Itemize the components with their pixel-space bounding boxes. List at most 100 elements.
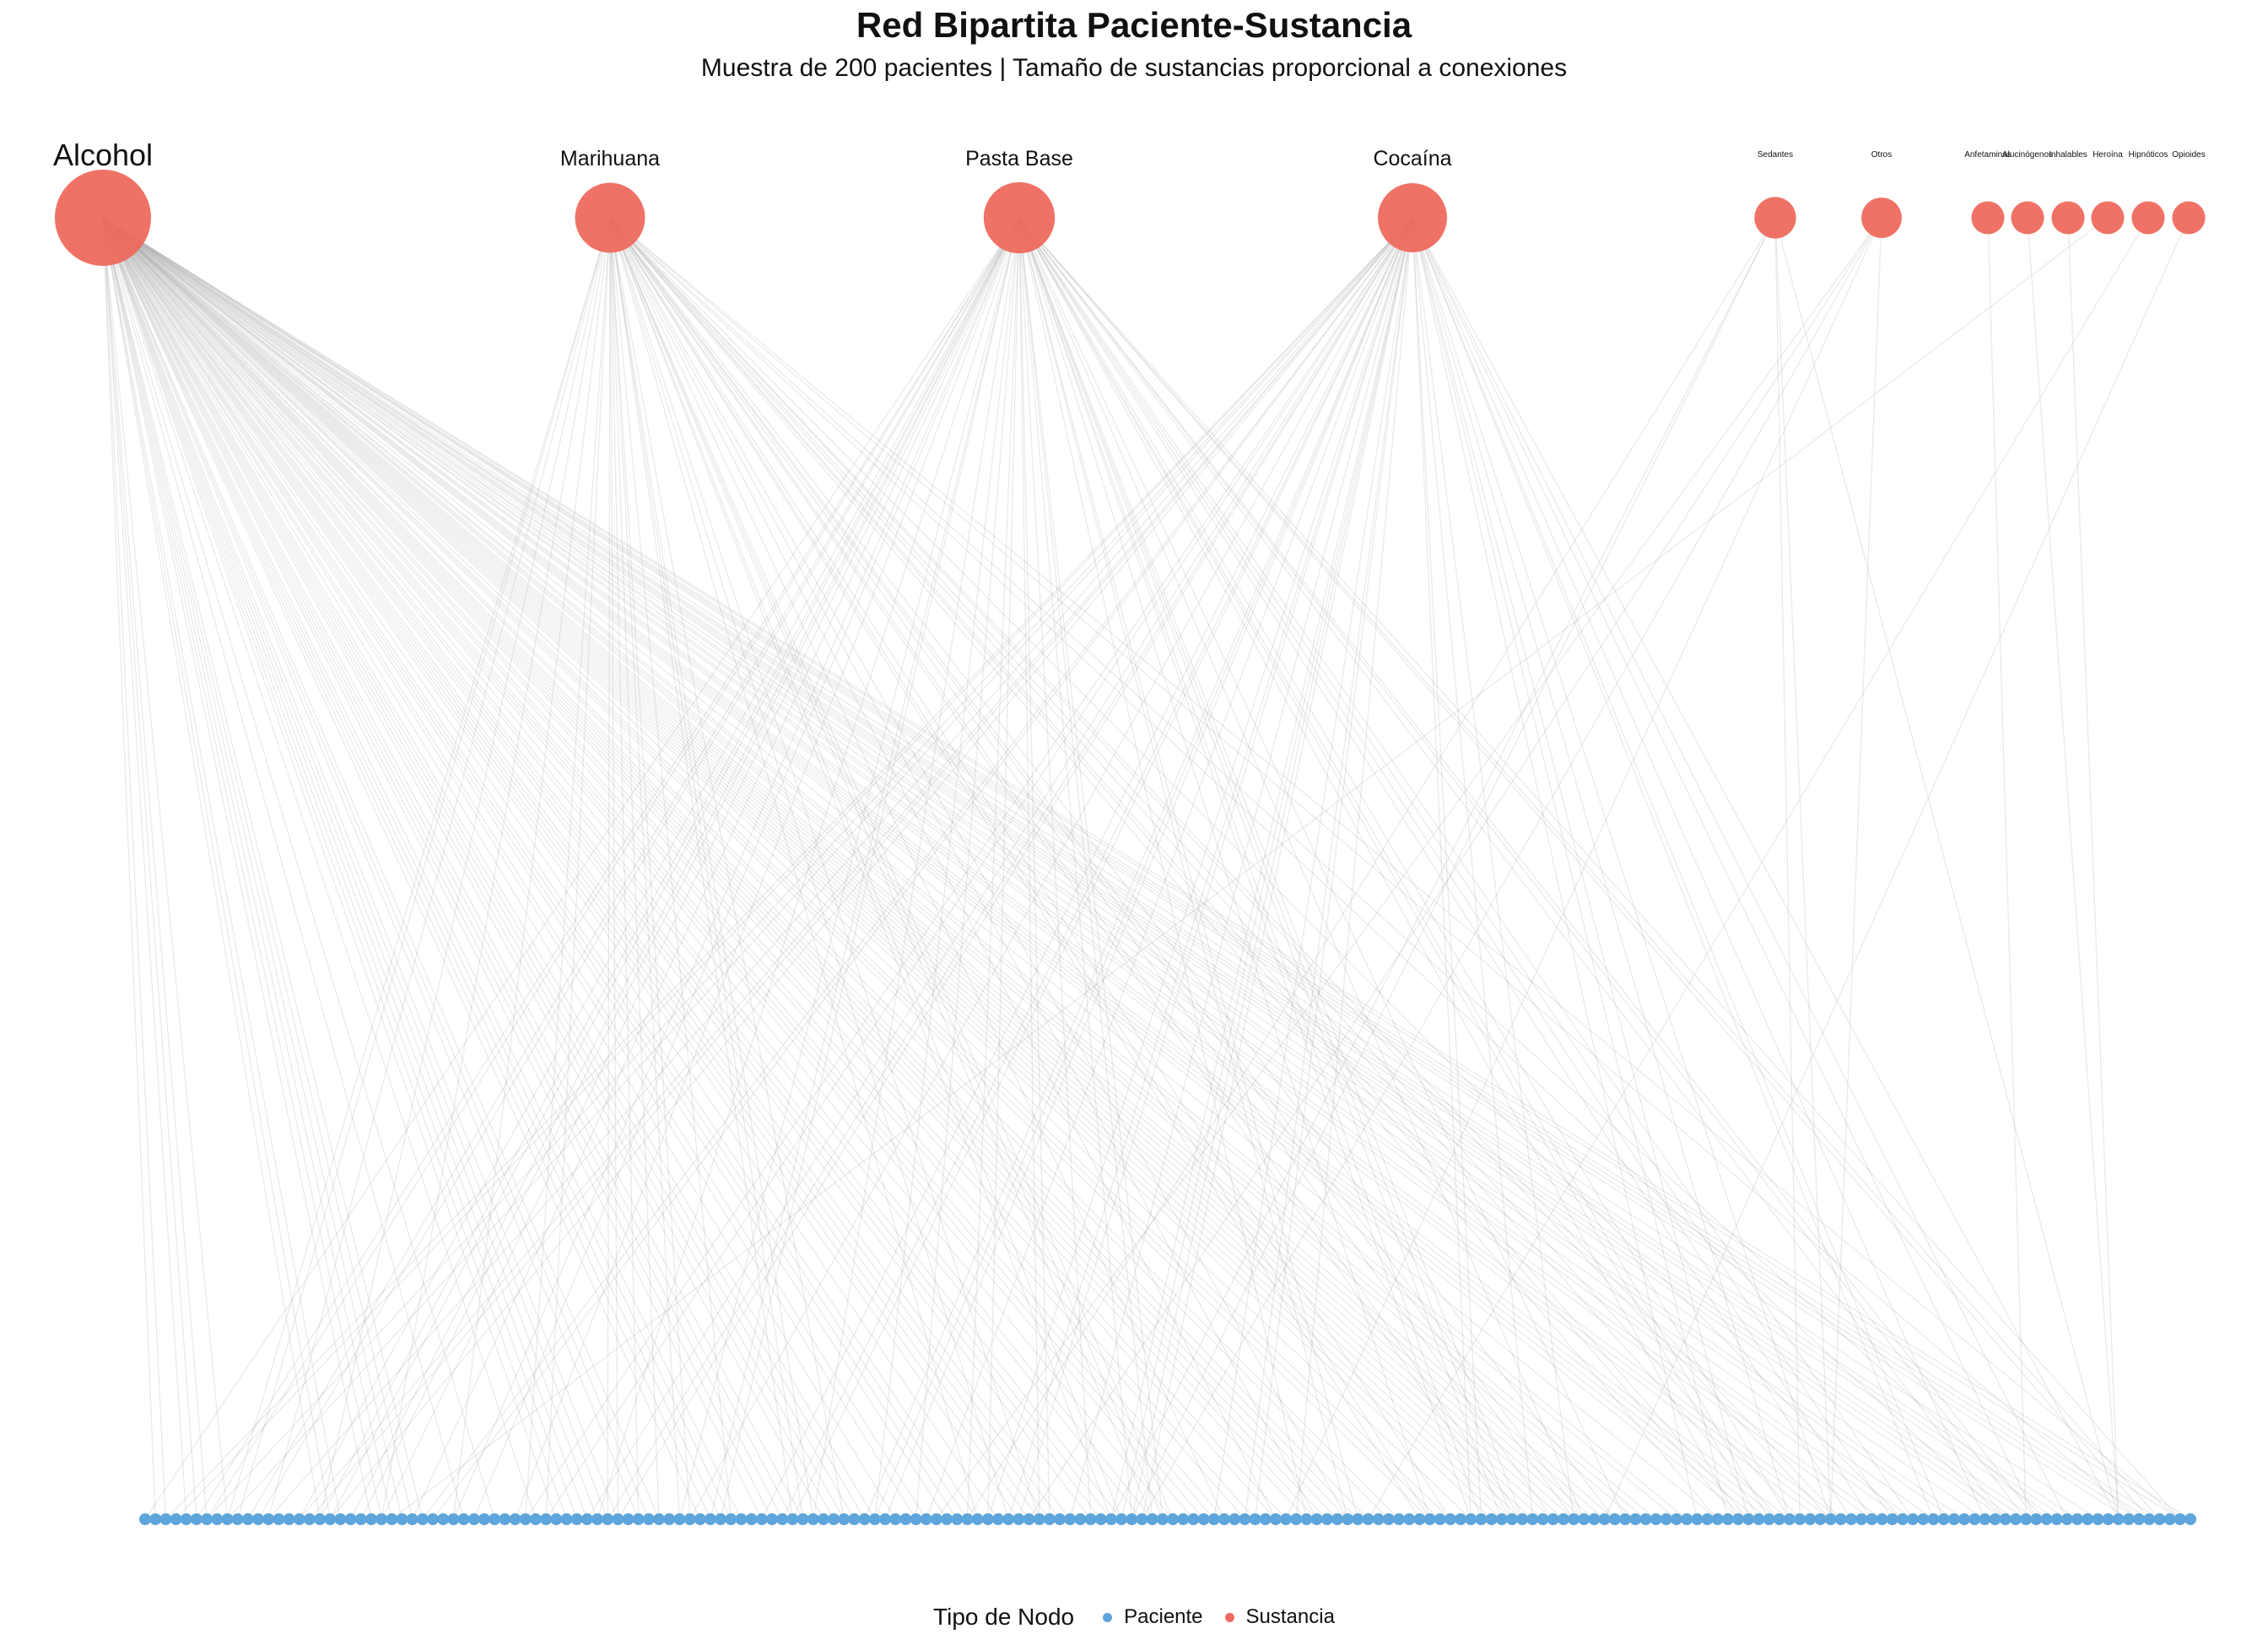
edge-alcohol: [102, 217, 1769, 1520]
edge-alcohol: [102, 217, 1431, 1520]
edge-alcohol: [102, 217, 1472, 1520]
patient-node: [2082, 1513, 2094, 1525]
edge-alcohol: [102, 217, 1092, 1520]
edge-pasta-base: [1018, 217, 1523, 1520]
edge-alcohol: [102, 217, 2098, 1520]
patient-node: [1197, 1513, 1210, 1525]
patient-node: [1043, 1513, 1056, 1525]
substance-node-sedantes: [1754, 197, 1796, 239]
edge-alcohol: [102, 217, 1564, 1520]
edge-pasta-base: [1018, 217, 1585, 1520]
edge-cocaína: [874, 217, 1413, 1520]
edge-alcohol: [102, 217, 1493, 1520]
patient-node: [273, 1513, 285, 1525]
patient-node: [1423, 1513, 1436, 1525]
patient-node: [489, 1513, 501, 1525]
patient-node: [190, 1513, 202, 1525]
patient-node: [262, 1513, 275, 1525]
patient-node: [1701, 1513, 1714, 1525]
patient-node: [2143, 1513, 2156, 1525]
patient-node: [2112, 1513, 2125, 1525]
patient-node: [1557, 1513, 1569, 1525]
edge-marihuana: [609, 217, 660, 1520]
patient-node: [344, 1513, 357, 1525]
patient-node: [2030, 1513, 2043, 1525]
patient-node: [755, 1513, 768, 1525]
edge-alcohol: [102, 217, 1174, 1520]
edge-alcohol: [102, 217, 1287, 1520]
edge-alcohol: [102, 217, 1677, 1520]
patient-node: [1362, 1513, 1374, 1525]
edge-pasta-base: [1018, 217, 1626, 1520]
edge-alcohol: [102, 217, 557, 1520]
edge-alcohol: [102, 217, 1040, 1520]
edge-alcohol: [102, 217, 1544, 1520]
edge-pasta-base: [678, 217, 1020, 1520]
patient-node: [1568, 1513, 1580, 1525]
edge-marihuana: [609, 217, 1009, 1520]
patient-node: [602, 1513, 614, 1525]
patient-node: [1876, 1513, 1888, 1525]
edge-cocaína: [545, 217, 1413, 1520]
patient-node: [786, 1513, 799, 1525]
patient-node: [293, 1513, 305, 1525]
edge-alcohol: [102, 217, 1882, 1520]
edge-pasta-base: [1018, 217, 1893, 1520]
edge-alcohol: [102, 217, 1348, 1520]
edge-alcohol: [102, 217, 856, 1520]
patient-node: [447, 1513, 460, 1525]
patient-node: [2122, 1513, 2135, 1525]
patient-node: [1249, 1513, 1261, 1525]
edge-cocaína: [1412, 217, 1985, 1520]
edge-cocaína: [206, 217, 1413, 1520]
edge-alcohol: [102, 217, 2181, 1520]
edge-cocaína: [525, 217, 1413, 1520]
edge-hipnóticos: [1367, 217, 2149, 1520]
edge-alcohol: [102, 217, 2150, 1520]
edge-opioides: [1604, 217, 2190, 1520]
edge-cocaína: [1018, 217, 1413, 1520]
edge-sedantes: [1774, 217, 2120, 1520]
edge-alcohol: [102, 217, 321, 1520]
patient-node: [2163, 1513, 2176, 1525]
patient-node: [1239, 1513, 1251, 1525]
edge-marihuana: [609, 217, 1780, 1520]
edge-pasta-base: [1018, 217, 1358, 1520]
edge-sedantes: [1774, 217, 1832, 1520]
edge-alcohol: [102, 217, 342, 1520]
patient-node: [1187, 1513, 1200, 1525]
patient-node: [848, 1513, 861, 1525]
patient-node: [457, 1513, 470, 1525]
substance-node-layer: [55, 170, 2206, 266]
edge-alcohol: [102, 217, 876, 1520]
edge-marihuana: [609, 217, 1842, 1520]
patient-node: [715, 1513, 727, 1525]
edge-alcohol: [102, 217, 917, 1520]
edge-alcohol: [102, 217, 1780, 1520]
edge-alcohol: [102, 217, 568, 1520]
edge-pasta-base: [1018, 217, 1153, 1520]
patient-node: [1074, 1513, 1087, 1525]
edge-pasta-base: [987, 217, 1020, 1520]
patient-node: [1403, 1513, 1416, 1525]
patient-node: [1280, 1513, 1293, 1525]
edge-cocaína: [1254, 217, 1413, 1520]
substance-node-anfetaminas: [1971, 201, 2005, 235]
edge-marihuana: [267, 217, 611, 1520]
substance-node-otros: [1861, 197, 1902, 238]
patient-node: [1752, 1513, 1765, 1525]
edge-cocaína: [884, 217, 1413, 1520]
edge-alcohol: [102, 217, 1965, 1520]
edge-otros: [1830, 217, 1882, 1520]
edge-marihuana: [609, 217, 1112, 1520]
edge-marihuana: [609, 217, 1585, 1520]
edge-cocaína: [1412, 217, 1472, 1520]
edge-marihuana: [319, 217, 611, 1520]
edge-pasta-base: [206, 217, 1020, 1520]
patient-node: [725, 1513, 737, 1525]
edge-alcohol: [102, 217, 2037, 1520]
edge-alcohol: [102, 217, 1657, 1520]
edge-pasta-base: [966, 217, 1020, 1520]
edge-alcohol: [102, 217, 824, 1520]
